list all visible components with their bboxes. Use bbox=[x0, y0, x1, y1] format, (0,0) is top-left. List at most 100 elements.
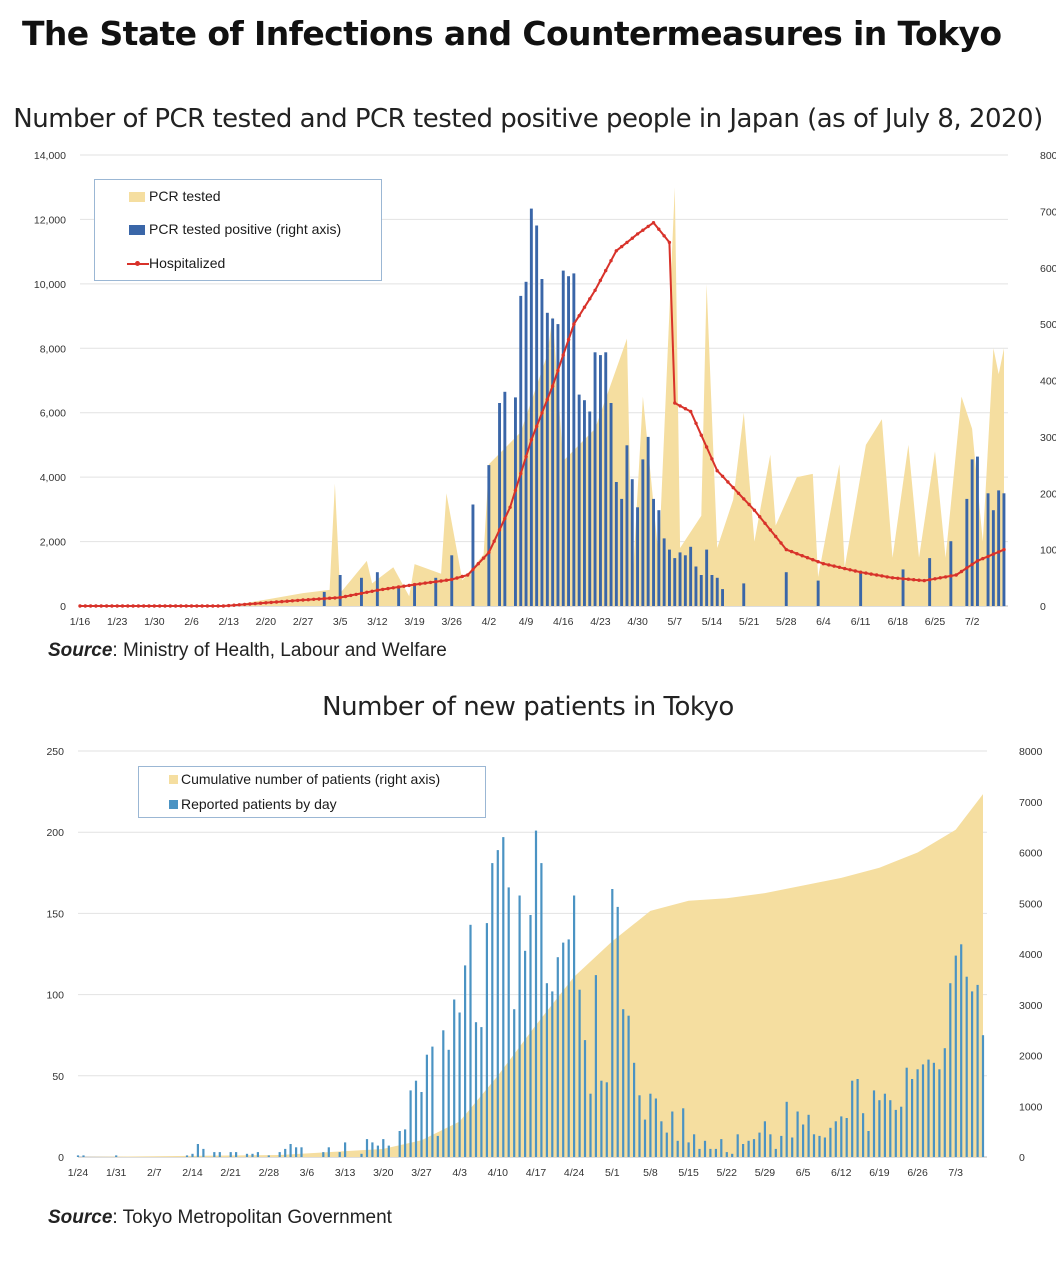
hospitalized-point bbox=[497, 528, 502, 532]
hospitalized-point bbox=[450, 577, 454, 582]
x-tick-label: 2/14 bbox=[182, 1167, 203, 1179]
x-tick-label: 6/5 bbox=[796, 1167, 811, 1179]
x-tick-label: 4/16 bbox=[553, 616, 574, 628]
bar-mark bbox=[698, 1148, 701, 1157]
bar-mark bbox=[573, 895, 576, 1157]
hospitalized-point bbox=[582, 305, 587, 309]
hospitalized-point bbox=[529, 438, 534, 442]
bar-mark bbox=[791, 1137, 794, 1157]
bar-mark bbox=[949, 983, 952, 1157]
bar-mark bbox=[894, 1109, 897, 1157]
bar-mark bbox=[387, 1145, 390, 1157]
bar-mark bbox=[567, 276, 570, 606]
hospitalized-point bbox=[710, 457, 714, 461]
bar-mark bbox=[970, 459, 974, 606]
hospitalized-point bbox=[699, 433, 703, 437]
hospitalized-point bbox=[715, 469, 719, 473]
hospitalized-point bbox=[471, 567, 475, 572]
hospitalized-point bbox=[853, 569, 857, 573]
bar-mark bbox=[652, 498, 655, 606]
bar-mark bbox=[540, 863, 543, 1157]
bar-mark bbox=[694, 566, 698, 606]
hospitalized-point bbox=[832, 564, 836, 568]
hospitalized-point bbox=[131, 604, 135, 608]
bar-mark bbox=[202, 1148, 205, 1157]
y-left-tick-label: 0 bbox=[60, 601, 66, 613]
hospitalized-point bbox=[439, 579, 443, 583]
bar-mark bbox=[218, 1152, 221, 1157]
bar-mark bbox=[714, 1148, 717, 1157]
hospitalized-point bbox=[949, 574, 953, 578]
x-tick-label: 1/16 bbox=[70, 616, 91, 628]
bar-mark bbox=[605, 1082, 608, 1157]
bar-mark bbox=[834, 1121, 837, 1157]
bar-mark bbox=[376, 1145, 379, 1157]
x-tick-label: 3/20 bbox=[373, 1167, 394, 1179]
hospitalized-point bbox=[997, 550, 1001, 554]
y-left-tick-label: 250 bbox=[46, 746, 64, 758]
bar-mark bbox=[545, 983, 548, 1157]
bar-mark bbox=[588, 411, 592, 606]
bar-mark bbox=[641, 459, 645, 606]
y-right-tick-label: 5000 bbox=[1019, 898, 1043, 910]
bar-mark bbox=[622, 1009, 625, 1157]
bar-mark bbox=[649, 1093, 652, 1157]
bar-mark bbox=[643, 1119, 647, 1157]
x-tick-label: 6/11 bbox=[851, 616, 871, 628]
hospitalized-point bbox=[476, 562, 480, 566]
legend-pcr-positive-label: PCR tested positive (right axis) bbox=[149, 221, 342, 237]
bar-mark bbox=[997, 490, 1001, 606]
bar-mark bbox=[678, 552, 682, 606]
x-tick-label: 5/28 bbox=[776, 616, 797, 628]
hospitalized-point bbox=[481, 556, 486, 560]
hospitalized-point bbox=[126, 604, 130, 608]
bar-mark bbox=[229, 1152, 232, 1157]
bar-mark bbox=[986, 493, 990, 607]
bar-mark bbox=[338, 575, 342, 606]
hospitalized-point bbox=[168, 604, 172, 608]
bar-mark bbox=[867, 1131, 870, 1157]
y-right-tick-label: 0 bbox=[1040, 601, 1046, 613]
hospitalized-point bbox=[917, 578, 921, 582]
bar-mark bbox=[436, 1135, 439, 1157]
bar-mark bbox=[213, 1152, 216, 1157]
hospitalized-point bbox=[954, 573, 958, 577]
hospitalized-point bbox=[519, 471, 523, 476]
bar-mark bbox=[529, 208, 533, 606]
bar-mark bbox=[278, 1152, 281, 1157]
hospitalized-point bbox=[779, 541, 783, 545]
x-tick-label: 7/2 bbox=[965, 616, 980, 628]
bar-mark bbox=[404, 1129, 407, 1157]
hospitalized-point bbox=[800, 554, 804, 558]
pcr-chart-legend: PCR tested PCR tested positive (right ax… bbox=[94, 179, 382, 281]
bar-mark bbox=[469, 924, 472, 1157]
y-left-tick-label: 200 bbox=[46, 827, 64, 839]
hospitalized-point bbox=[375, 588, 380, 592]
bar-mark bbox=[599, 355, 602, 606]
hospitalized-point bbox=[789, 549, 794, 554]
bar-mark bbox=[991, 510, 995, 606]
x-tick-label: 6/26 bbox=[907, 1167, 928, 1179]
bar-mark bbox=[943, 1048, 946, 1157]
bar-mark bbox=[295, 1147, 298, 1157]
bar-mark bbox=[524, 950, 527, 1157]
pcr-chart: 0 2,000 4,000 6,000 8,000 10,000 12,000 14,000 0… bbox=[34, 150, 1056, 628]
x-tick-label: 4/10 bbox=[488, 1167, 509, 1179]
x-tick-label: 3/5 bbox=[333, 616, 348, 628]
hospitalized-point bbox=[99, 604, 103, 608]
hospitalized-point bbox=[428, 580, 433, 585]
bar-mark bbox=[322, 1152, 325, 1157]
bar-mark bbox=[267, 1155, 270, 1157]
bar-mark bbox=[600, 1080, 603, 1157]
x-tick-label: 5/22 bbox=[717, 1167, 738, 1179]
hospitalized-point bbox=[657, 227, 661, 231]
bar-mark bbox=[562, 942, 565, 1157]
bar-mark bbox=[981, 1035, 985, 1157]
hospitalized-point bbox=[301, 598, 305, 602]
bar-mark bbox=[774, 1148, 777, 1157]
bar-mark bbox=[534, 830, 538, 1157]
bar-mark bbox=[703, 1140, 707, 1157]
bar-mark bbox=[683, 555, 687, 606]
hospitalized-point bbox=[991, 552, 996, 556]
x-tick-label: 6/25 bbox=[925, 616, 946, 628]
